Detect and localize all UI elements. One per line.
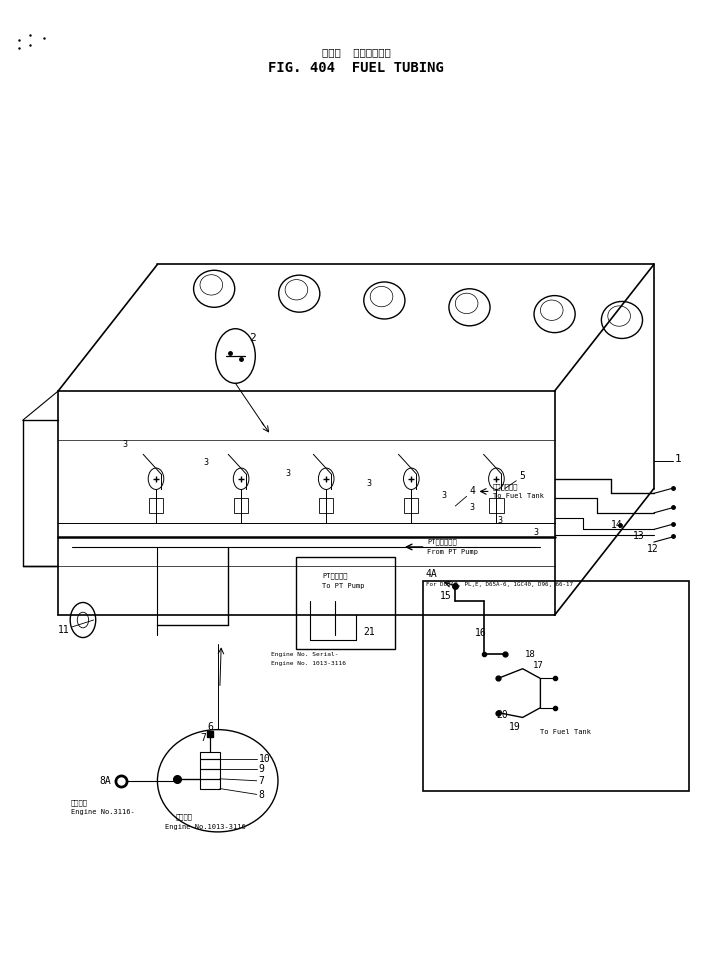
Bar — [319, 498, 333, 513]
Text: 8: 8 — [259, 790, 265, 800]
Text: To PT Pump: To PT Pump — [322, 583, 365, 589]
Text: 6: 6 — [207, 722, 213, 732]
Text: To Fuel Tank: To Fuel Tank — [540, 729, 592, 735]
Bar — [200, 769, 220, 779]
Text: Engine No.3116-: Engine No.3116- — [71, 809, 135, 815]
Text: 3: 3 — [533, 528, 538, 536]
Bar — [200, 751, 220, 759]
Text: 8A: 8A — [99, 776, 111, 786]
Text: 9: 9 — [259, 764, 265, 774]
Text: 21: 21 — [363, 626, 375, 637]
Text: Engine No. Serial-: Engine No. Serial- — [271, 652, 338, 657]
Text: 3: 3 — [367, 479, 372, 488]
Text: 5: 5 — [519, 471, 525, 481]
Text: 工事番号: 工事番号 — [175, 814, 192, 820]
Text: 11: 11 — [58, 624, 70, 635]
Bar — [234, 498, 248, 513]
Text: 17: 17 — [533, 661, 544, 670]
Text: フェルタンク: フェルタンク — [493, 484, 518, 489]
Text: 15: 15 — [440, 591, 451, 601]
Text: Engine No.1013-3116: Engine No.1013-3116 — [164, 824, 245, 829]
Text: PTポンプへ: PTポンプへ — [322, 573, 347, 579]
Text: 7: 7 — [200, 733, 206, 743]
Text: フェル  チュービング: フェル チュービング — [322, 47, 390, 57]
Text: 3: 3 — [285, 469, 290, 479]
Text: From PT Pump: From PT Pump — [427, 549, 478, 555]
Bar — [200, 779, 220, 788]
Text: 1: 1 — [675, 454, 682, 464]
Text: 10: 10 — [259, 754, 271, 764]
Bar — [295, 557, 395, 650]
Text: 12: 12 — [646, 544, 659, 554]
Text: 4A: 4A — [426, 570, 437, 579]
Bar — [149, 498, 163, 513]
Text: 14: 14 — [612, 520, 623, 530]
Text: FIG. 404  FUEL TUBING: FIG. 404 FUEL TUBING — [268, 61, 444, 74]
Text: 7: 7 — [259, 776, 265, 786]
Text: For D60AP, PL,E, D65A-6, 1GC40, D96, 66-17: For D60AP, PL,E, D65A-6, 1GC40, D96, 66-… — [426, 582, 572, 587]
Bar — [424, 581, 689, 790]
Text: Engine No. 1013-3116: Engine No. 1013-3116 — [271, 661, 346, 666]
Text: 2: 2 — [250, 333, 256, 344]
Text: 3: 3 — [204, 457, 209, 467]
Bar — [200, 759, 220, 769]
Text: 16: 16 — [475, 627, 487, 638]
Text: 3: 3 — [122, 441, 127, 449]
Bar — [404, 498, 419, 513]
Text: PTポンプから: PTポンプから — [427, 538, 456, 545]
Text: 20: 20 — [496, 709, 508, 719]
Text: 3: 3 — [498, 516, 503, 526]
Text: 18: 18 — [525, 650, 535, 658]
Text: To Fuel Tank: To Fuel Tank — [493, 493, 544, 499]
Text: 工事番号: 工事番号 — [71, 799, 88, 805]
Text: 3: 3 — [441, 490, 446, 500]
Text: 19: 19 — [508, 722, 520, 732]
Text: 13: 13 — [632, 531, 644, 541]
Text: 3: 3 — [469, 503, 474, 513]
Bar — [489, 498, 503, 513]
Text: 4: 4 — [469, 487, 476, 496]
